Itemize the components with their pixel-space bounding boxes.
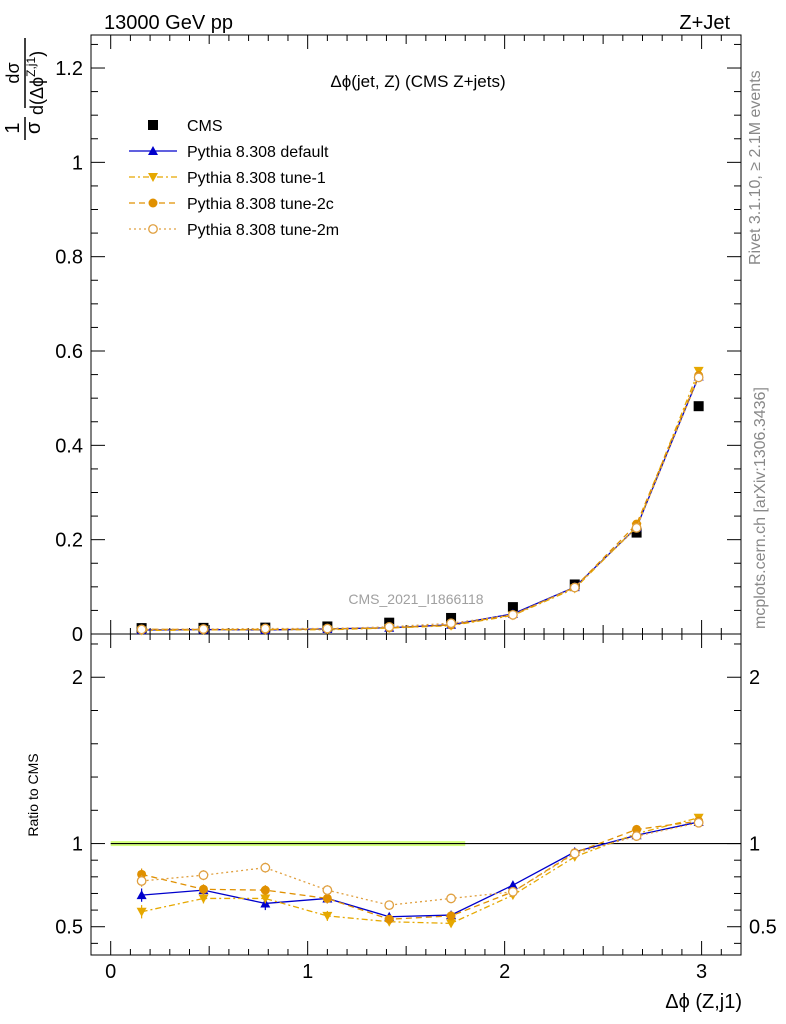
ratio-ytick-label-left: 0.5	[55, 917, 83, 939]
ratio-xtick-label: 2	[499, 961, 510, 983]
main-point	[384, 621, 395, 632]
main-ytick-label: 0	[72, 624, 83, 646]
ratio-point	[260, 894, 271, 904]
ratio-point	[693, 817, 704, 828]
main-point	[508, 609, 518, 620]
ratio-ytick-label-right: 0.5	[749, 917, 777, 939]
main-point	[198, 624, 209, 634]
legend-marker	[148, 120, 158, 130]
ratio-point	[136, 890, 147, 900]
main-point	[260, 623, 271, 634]
watermark: CMS_2021_I1866118	[348, 591, 483, 607]
ylabel-close: )	[27, 51, 47, 57]
main-ytick-label: 1	[72, 152, 83, 174]
header-left: 13000 GeV pp	[104, 12, 233, 34]
main-point	[569, 582, 580, 593]
ratio-point	[446, 893, 456, 904]
legend-marker	[148, 224, 158, 234]
ratio-series-line	[141, 822, 699, 906]
legend-marker	[148, 146, 158, 155]
ratio-point	[260, 885, 270, 895]
ratio-point	[632, 824, 642, 834]
main-point	[507, 602, 518, 613]
ylabel-sigma: σ	[23, 121, 45, 134]
ratio-plot: 0.5 0.5 1 1 2 2 0 1 2 3	[55, 634, 777, 983]
legend-label: CMS	[187, 118, 223, 135]
main-ytick-label: 0.2	[55, 530, 83, 552]
legend-label: Pythia 8.308 tune-1	[187, 170, 326, 187]
ratio-ytick-label-right: 1	[749, 834, 760, 856]
ratio-point	[446, 919, 457, 929]
ratio-series-line	[141, 817, 699, 925]
main-point	[322, 623, 333, 634]
main-point	[693, 401, 704, 412]
ylabel-superscript: Z,j1	[24, 57, 38, 77]
ratio-point	[198, 870, 209, 881]
ratio-y-axis-label: Ratio to CMS	[25, 753, 41, 836]
ratio-ytick-label-left: 1	[72, 834, 83, 856]
main-ytick-label: 1.2	[55, 58, 83, 80]
legend-label: Pythia 8.308 default	[187, 144, 329, 161]
ratio-point	[260, 862, 271, 873]
x-axis-label: Δϕ (Z,j1)	[665, 991, 742, 1013]
ylabel-one: 1	[2, 122, 24, 133]
ratio-panel-frame	[90, 633, 742, 956]
ratio-xtick-label: 3	[696, 961, 707, 983]
main-point	[446, 612, 457, 623]
legend-marker	[148, 173, 158, 182]
ratio-point	[322, 885, 333, 896]
ylabel-denominator: d(ΔϕZ,j1)	[24, 51, 47, 115]
main-y-axis-label: 1 σ dσ d(ΔϕZ,j1)	[2, 38, 47, 140]
ratio-point	[136, 907, 147, 917]
ratio-point	[136, 876, 147, 886]
ratio-point	[569, 848, 580, 859]
side-mcplots-text: mcplots.cern.ch [arXiv:1306.3436]	[752, 387, 769, 629]
header-right: Z+Jet	[679, 12, 730, 34]
ratio-point	[322, 911, 333, 921]
legend-label: Pythia 8.308 tune-2m	[187, 222, 339, 239]
ylabel-denominator-main: d(Δϕ	[27, 77, 47, 115]
ylabel-numerator: dσ	[3, 62, 23, 83]
main-ytick-label: 0.4	[55, 435, 83, 457]
legend-label: Pythia 8.308 tune-2c	[187, 196, 334, 213]
ratio-point	[508, 886, 518, 897]
ratio-point	[137, 869, 147, 879]
ratio-point	[384, 900, 395, 911]
ratio-xtick-label: 0	[105, 961, 116, 983]
side-rivet-text: Rivet 3.1.10, ≥ 2.1M events	[747, 70, 764, 265]
main-ytick-label: 0.6	[55, 341, 83, 363]
ratio-xtick-label: 1	[302, 961, 313, 983]
main-series-line	[141, 375, 700, 631]
main-point	[693, 372, 704, 383]
ratio-point	[507, 880, 518, 890]
ratio-series-line	[141, 821, 699, 918]
legend: CMS Pythia 8.308 default Pythia 8.308 tune…	[129, 118, 339, 239]
main-plot: 0 0.2 0.4 0.6 0.8 1 1.2	[55, 35, 741, 646]
plot-title: Δϕ(jet, Z) (CMS Z+jets)	[330, 72, 505, 91]
ratio-point	[322, 893, 332, 903]
ratio-point	[631, 831, 642, 841]
legend-marker	[148, 198, 158, 208]
ratio-ytick-label-right: 2	[749, 667, 760, 689]
ratio-series-line	[141, 820, 699, 920]
ratio-point	[384, 914, 394, 924]
ratio-point	[446, 911, 456, 921]
main-ytick-label: 0.8	[55, 247, 83, 269]
main-point	[446, 618, 456, 629]
ratio-point	[198, 884, 208, 894]
ratio-point	[198, 894, 209, 904]
ratio-ytick-label-left: 2	[72, 667, 83, 689]
main-point	[136, 624, 147, 635]
main-point	[631, 522, 642, 533]
